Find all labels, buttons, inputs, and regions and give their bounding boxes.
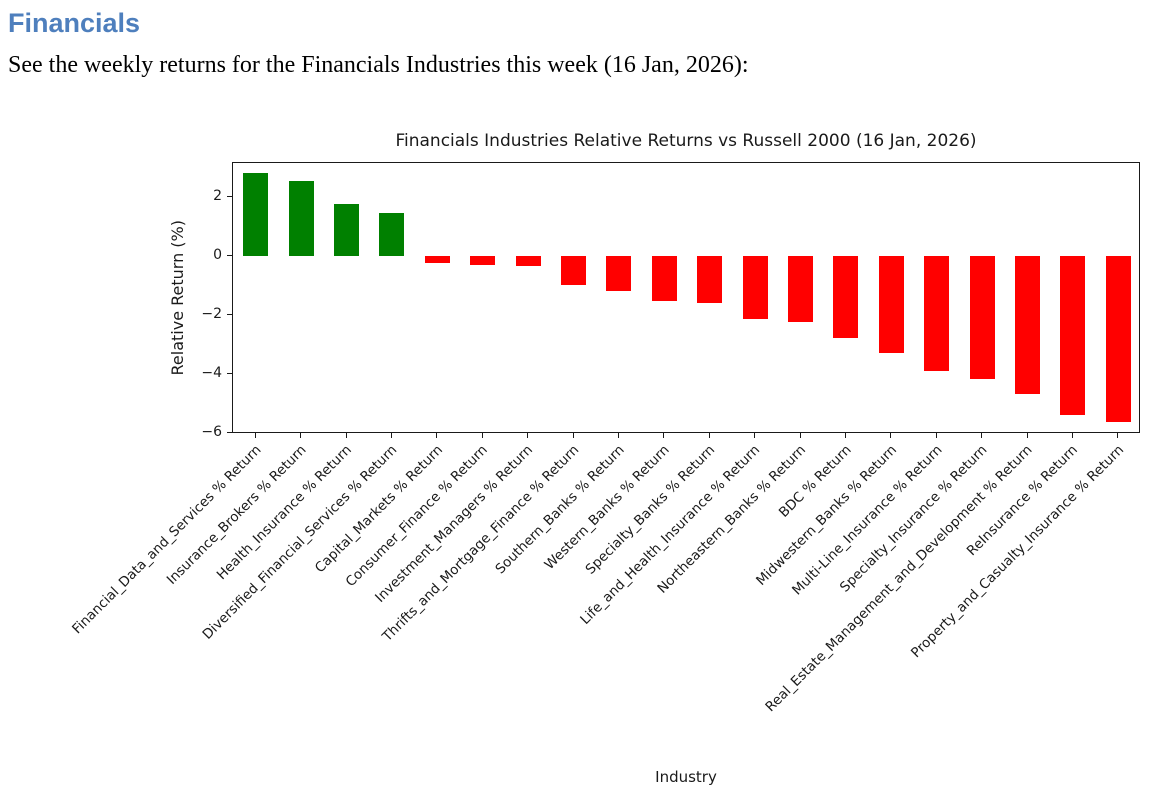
x-tick-mark <box>300 433 302 438</box>
x-tick-mark <box>254 433 256 438</box>
bar-Consumer_Finance <box>470 255 496 265</box>
x-tick-mark <box>481 433 483 438</box>
y-tick-label: −4 <box>201 364 222 381</box>
x-tick-mark <box>345 433 347 438</box>
bar-Western_Banks <box>651 255 677 302</box>
x-tick-mark <box>935 433 937 438</box>
x-tick-mark <box>1117 433 1119 438</box>
x-tick-mark <box>799 433 801 438</box>
y-tick-label: 0 <box>213 246 222 263</box>
x-tick-mark <box>663 433 665 438</box>
y-axis-label: Relative Return (%) <box>167 219 187 376</box>
x-tick-mark <box>436 433 438 438</box>
y-tick-mark <box>227 254 232 256</box>
bar-Thrifts_and_Mortgage_Finance <box>561 255 586 286</box>
y-tick-mark <box>227 431 232 433</box>
x-tick-mark <box>390 433 392 438</box>
bar-Multi-Line_Insurance <box>924 255 950 371</box>
bar-Capital_Markets <box>424 255 450 264</box>
x-tick-mark <box>981 433 983 438</box>
bar-Northeastern_Banks <box>788 255 813 323</box>
bar-Financial_Data_and_Services <box>243 173 269 256</box>
x-tick-mark <box>527 433 529 438</box>
y-tick-mark <box>227 195 232 197</box>
bar-Diversified_Financial_Services <box>379 213 405 256</box>
bar-Real_Estate_Management_and_Development <box>1015 255 1040 395</box>
x-tick-mark <box>754 433 756 438</box>
y-tick-mark <box>227 313 232 315</box>
bar-Midwestern_Banks <box>878 255 904 353</box>
bar-Specialty_Banks <box>697 255 723 303</box>
y-tick-mark <box>227 372 232 374</box>
bar-Investment_Managers <box>515 255 541 267</box>
plot-area <box>232 162 1140 433</box>
bar-BDC <box>833 255 859 339</box>
x-tick-label: Property_and_Casualty_Insurance % Return <box>907 442 1127 662</box>
bar-Property_and_Casualty_Insurance <box>1105 255 1131 423</box>
y-tick-label: 2 <box>213 187 222 204</box>
bar-Specialty_Insurance <box>969 255 995 380</box>
bar-ReInsurance <box>1060 255 1086 415</box>
bar-Southern_Banks <box>606 255 632 292</box>
x-tick-mark <box>617 433 619 438</box>
intro-text: See the weekly returns for the Financial… <box>8 52 749 78</box>
section-heading: Financials <box>8 8 141 38</box>
x-axis-label: Industry <box>655 768 717 786</box>
bar-Insurance_Brokers <box>288 180 314 256</box>
x-tick-mark <box>844 433 846 438</box>
bar-Life_and_Health_Insurance <box>742 255 768 320</box>
x-tick-mark <box>572 433 574 438</box>
chart-title: Financials Industries Relative Returns v… <box>395 131 977 151</box>
x-tick-mark <box>1026 433 1028 438</box>
x-tick-mark <box>1071 433 1073 438</box>
x-tick-mark <box>708 433 710 438</box>
x-tick-mark <box>890 433 892 438</box>
bar-Health_Insurance <box>334 204 359 256</box>
y-tick-label: −6 <box>201 423 222 440</box>
y-tick-label: −2 <box>201 305 222 322</box>
